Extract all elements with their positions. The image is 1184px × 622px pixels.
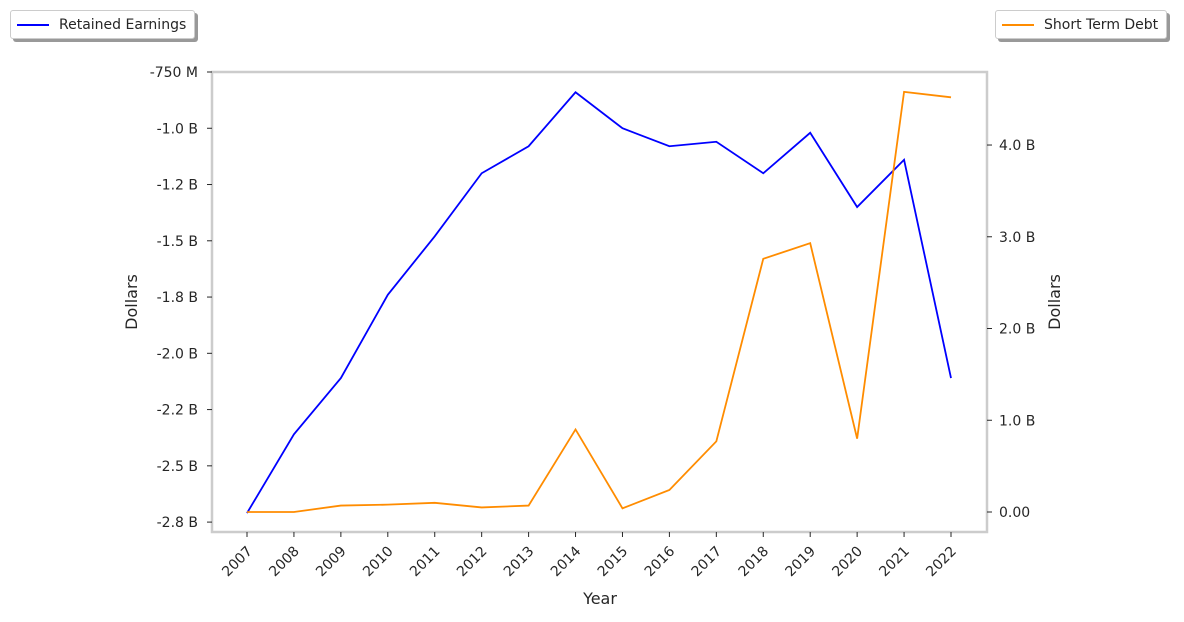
left-tick-label: -2.8 B: [157, 515, 198, 531]
legend-swatch-retained-earnings: [17, 24, 49, 26]
x-tick-label: 2016: [642, 543, 679, 580]
legend-right: Short Term Debt: [995, 10, 1167, 39]
right-tick-label: 1.0 B: [999, 413, 1035, 429]
legend-label: Retained Earnings: [59, 17, 186, 33]
legend-label: Short Term Debt: [1044, 17, 1158, 33]
x-tick-label: 2021: [876, 544, 913, 581]
x-tick-label: 2019: [783, 544, 820, 581]
x-tick-label: 2012: [454, 544, 491, 581]
left-tick-label: -2.2 B: [157, 403, 198, 419]
x-tick-label: 2011: [407, 544, 444, 581]
x-tick-label: 2018: [736, 544, 773, 581]
left-tick-label: -750 M: [150, 65, 198, 81]
right-tick-label: 4.0 B: [999, 138, 1035, 154]
right-tick-label: 2.0 B: [999, 322, 1035, 338]
left-tick-label: -1.0 B: [157, 121, 198, 137]
x-tick-label: 2020: [829, 544, 866, 581]
x-tick-label: 2013: [501, 544, 538, 581]
x-tick-label: 2010: [360, 544, 397, 581]
left-tick-label: -2.0 B: [157, 346, 198, 362]
right-tick-label: 3.0 B: [999, 230, 1035, 246]
legend-swatch-short-term-debt: [1002, 24, 1034, 26]
left-tick-label: -1.5 B: [157, 234, 198, 250]
x-tick-label: 2014: [548, 543, 585, 580]
right-tick-label: 0.00: [999, 505, 1030, 521]
plot-frame: [212, 72, 987, 532]
left-tick-label: -1.8 B: [157, 290, 198, 306]
left-axis-label: Dollars: [122, 274, 141, 330]
x-axis-label: Year: [582, 589, 617, 608]
legend-left: Retained Earnings: [10, 10, 195, 39]
x-tick-label: 2017: [689, 544, 726, 581]
x-tick-label: 2022: [923, 544, 960, 581]
x-tick-label: 2009: [313, 544, 350, 581]
left-tick-label: -1.2 B: [157, 178, 198, 194]
x-tick-label: 2007: [219, 544, 256, 581]
x-tick-label: 2008: [266, 544, 303, 581]
retained-earnings-line: [247, 92, 951, 513]
short-term-debt-line: [247, 92, 951, 512]
right-axis-label: Dollars: [1045, 274, 1064, 330]
left-tick-label: -2.5 B: [157, 459, 198, 475]
x-tick-label: 2015: [595, 544, 632, 581]
